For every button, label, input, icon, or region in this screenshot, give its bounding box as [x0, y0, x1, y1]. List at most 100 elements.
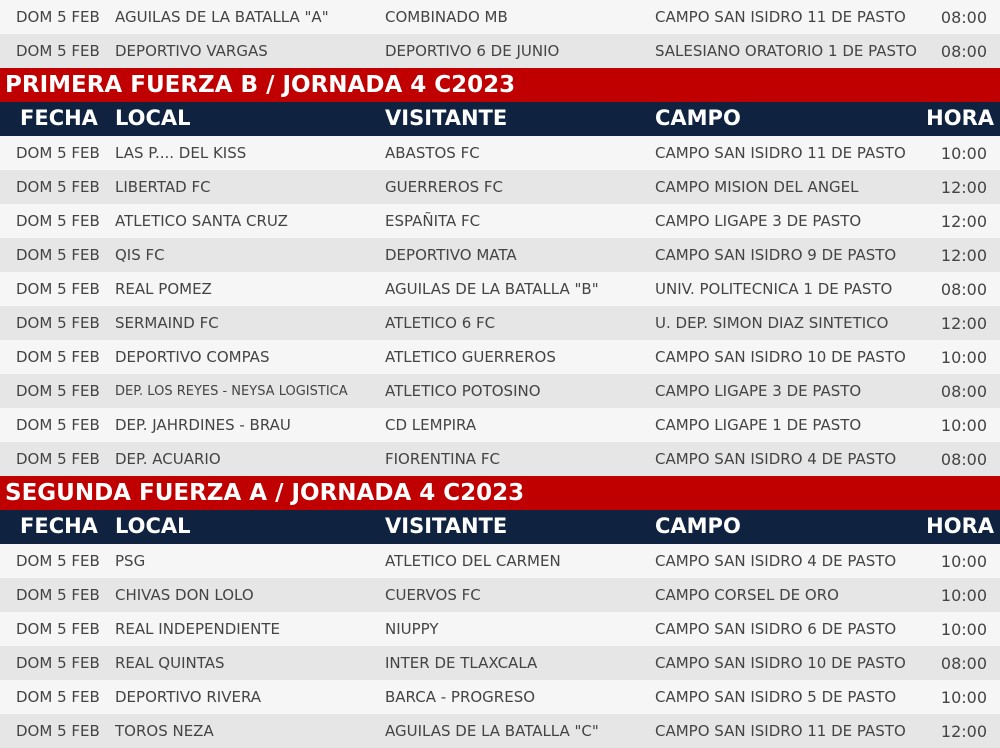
header-hora: HORA	[926, 514, 994, 538]
visitante-cell: NIUPPY	[385, 620, 439, 638]
match-row: DOM 5 FEB REAL INDEPENDIENTE NIUPPY CAMPO S…	[0, 612, 1000, 646]
local-cell: DEPORTIVO VARGAS	[115, 42, 268, 60]
local-cell: DEP. ACUARIO	[115, 450, 221, 468]
hora-cell: 12:00	[940, 314, 987, 333]
local-cell: TOROS NEZA	[115, 722, 214, 740]
hora-cell: 08:00	[940, 280, 987, 299]
section-title: SEGUNDA FUERZA A / JORNADA 4 C2023	[0, 476, 1000, 510]
campo-cell: CAMPO SAN ISIDRO 4 DE PASTO	[655, 552, 897, 570]
campo-cell: CAMPO SAN ISIDRO 4 DE PASTO	[655, 450, 897, 468]
fecha-cell: DOM 5 FEB	[16, 8, 100, 26]
campo-cell: CAMPO SAN ISIDRO 11 DE PASTO	[655, 144, 906, 162]
visitante-cell: ATLETICO GUERREROS	[385, 348, 556, 366]
fecha-cell: DOM 5 FEB	[16, 178, 100, 196]
fecha-cell: DOM 5 FEB	[16, 280, 100, 298]
fecha-cell: DOM 5 FEB	[16, 688, 100, 706]
match-row: DOM 5 FEB SERMAIND FC ATLETICO 6 FC U. DEP.…	[0, 306, 1000, 340]
local-cell: QIS FC	[115, 246, 165, 264]
local-cell: DEP. LOS REYES - NEYSA LOGISTICA	[115, 384, 348, 399]
fecha-cell: DOM 5 FEB	[16, 246, 100, 264]
local-cell: REAL QUINTAS	[115, 654, 225, 672]
visitante-cell: INTER DE TLAXCALA	[385, 654, 538, 672]
visitante-cell: ESPAÑITA FC	[385, 212, 481, 230]
campo-cell: CAMPO SAN ISIDRO 10 DE PASTO	[655, 654, 906, 672]
match-row: DOM 5 FEB DEP. LOS REYES - NEYSA LOGISTIC…	[0, 374, 1000, 408]
visitante-cell: FIORENTINA FC	[385, 450, 500, 468]
header-visitante: VISITANTE	[385, 514, 508, 538]
match-row: DOM 5 FEB DEPORTIVO COMPAS ATLETICO GUERRE…	[0, 340, 1000, 374]
fecha-cell: DOM 5 FEB	[16, 382, 100, 400]
fecha-cell: DOM 5 FEB	[16, 416, 100, 434]
fecha-cell: DOM 5 FEB	[16, 212, 100, 230]
visitante-cell: ATLETICO 6 FC	[385, 314, 496, 332]
hora-cell: 12:00	[940, 722, 987, 741]
campo-cell: CAMPO LIGAPE 3 DE PASTO	[655, 382, 862, 400]
hora-cell: 10:00	[940, 348, 987, 367]
hora-cell: 10:00	[940, 144, 987, 163]
match-row: DOM 5 FEB QIS FC DEPORTIVO MATA CAMPO SAN I…	[0, 238, 1000, 272]
match-row: DOM 5 FEB ATLETICO SANTA CRUZ ESPAÑITA FC C…	[0, 204, 1000, 238]
header-campo: CAMPO	[655, 514, 741, 538]
match-row: DOM 5 FEB AGUILAS DE LA BATALLA "A" COMBIN…	[0, 0, 1000, 34]
match-row: DOM 5 FEB REAL QUINTAS INTER DE TLAXCALA CA…	[0, 646, 1000, 680]
visitante-cell: AGUILAS DE LA BATALLA "B"	[385, 280, 599, 298]
hora-cell: 10:00	[940, 552, 987, 571]
local-cell: LIBERTAD FC	[115, 178, 211, 196]
hora-cell: 08:00	[940, 42, 987, 61]
local-cell: PSG	[115, 552, 146, 570]
visitante-cell: BARCA - PROGRESO	[385, 688, 536, 706]
fecha-cell: DOM 5 FEB	[16, 722, 100, 740]
hora-cell: 08:00	[940, 382, 987, 401]
match-row: DOM 5 FEB TOROS NEZA AGUILAS DE LA BATALLA…	[0, 714, 1000, 748]
visitante-cell: ABASTOS FC	[385, 144, 480, 162]
campo-cell: CAMPO SAN ISIDRO 11 DE PASTO	[655, 722, 906, 740]
local-cell: REAL INDEPENDIENTE	[115, 620, 281, 638]
fecha-cell: DOM 5 FEB	[16, 144, 100, 162]
header-local: LOCAL	[115, 106, 191, 130]
header-fecha: FECHA	[20, 106, 98, 130]
local-cell: LAS P.... DEL KISS	[115, 144, 247, 162]
hora-cell: 10:00	[940, 416, 987, 435]
local-cell: DEPORTIVO RIVERA	[115, 688, 262, 706]
fecha-cell: DOM 5 FEB	[16, 586, 100, 604]
local-cell: REAL POMEZ	[115, 280, 212, 298]
fecha-cell: DOM 5 FEB	[16, 42, 100, 60]
hora-cell: 12:00	[940, 246, 987, 265]
campo-cell: CAMPO SAN ISIDRO 11 DE PASTO	[655, 8, 906, 26]
header-campo: CAMPO	[655, 106, 741, 130]
match-row: DOM 5 FEB REAL POMEZ AGUILAS DE LA BATALLA…	[0, 272, 1000, 306]
campo-cell: CAMPO CORSEL DE ORO	[655, 586, 839, 604]
hora-cell: 10:00	[940, 620, 987, 639]
campo-cell: CAMPO SAN ISIDRO 9 DE PASTO	[655, 246, 897, 264]
hora-cell: 08:00	[940, 654, 987, 673]
hora-cell: 10:00	[940, 586, 987, 605]
campo-cell: U. DEP. SIMON DIAZ SINTETICO	[655, 314, 889, 332]
campo-cell: CAMPO LIGAPE 1 DE PASTO	[655, 416, 862, 434]
campo-cell: UNIV. POLITECNICA 1 DE PASTO	[655, 280, 893, 298]
header-hora: HORA	[926, 106, 994, 130]
local-cell: DEP. JAHRDINES - BRAU	[115, 416, 291, 434]
fecha-cell: DOM 5 FEB	[16, 348, 100, 366]
match-row: DOM 5 FEB PSG ATLETICO DEL CARMEN CAMPO SAN…	[0, 544, 1000, 578]
hora-cell: 08:00	[940, 450, 987, 469]
visitante-cell: DEPORTIVO MATA	[385, 246, 517, 264]
local-cell: AGUILAS DE LA BATALLA "A"	[115, 8, 329, 26]
campo-cell: SALESIANO ORATORIO 1 DE PASTO	[655, 42, 917, 60]
visitante-cell: GUERREROS FC	[385, 178, 504, 196]
table-header: FECHA LOCAL VISITANTE CAMPO HORA	[0, 510, 1000, 544]
fecha-cell: DOM 5 FEB	[16, 654, 100, 672]
campo-cell: CAMPO SAN ISIDRO 5 DE PASTO	[655, 688, 897, 706]
visitante-cell: ATLETICO DEL CARMEN	[385, 552, 561, 570]
hora-cell: 12:00	[940, 212, 987, 231]
visitante-cell: COMBINADO MB	[385, 8, 508, 26]
fecha-cell: DOM 5 FEB	[16, 620, 100, 638]
local-cell: CHIVAS DON LOLO	[115, 586, 254, 604]
fecha-cell: DOM 5 FEB	[16, 552, 100, 570]
match-row: DOM 5 FEB DEP. JAHRDINES - BRAU CD LEMPIRA…	[0, 408, 1000, 442]
match-row: DOM 5 FEB DEPORTIVO RIVERA BARCA - PROGRES…	[0, 680, 1000, 714]
campo-cell: CAMPO LIGAPE 3 DE PASTO	[655, 212, 862, 230]
local-cell: SERMAIND FC	[115, 314, 219, 332]
campo-cell: CAMPO SAN ISIDRO 6 DE PASTO	[655, 620, 897, 638]
hora-cell: 08:00	[940, 8, 987, 27]
